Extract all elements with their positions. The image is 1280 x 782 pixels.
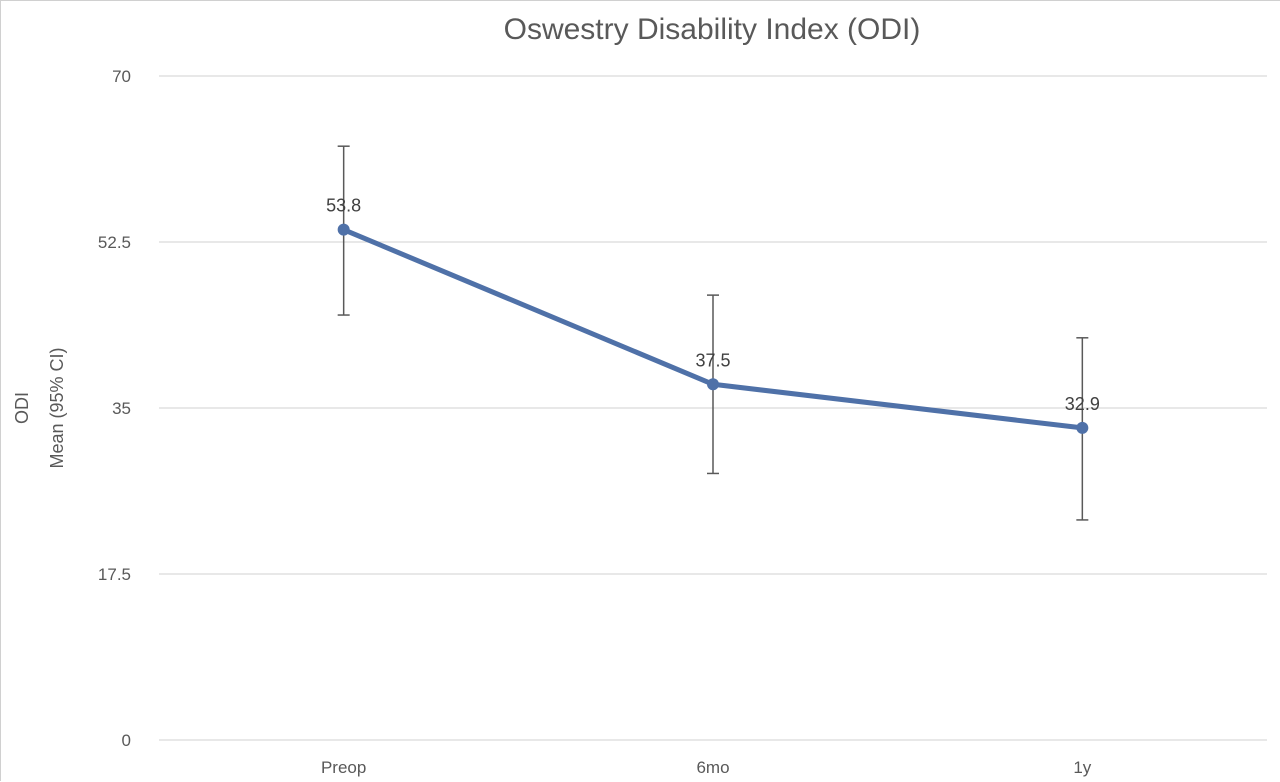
data-label: 37.5: [695, 350, 730, 370]
y-tick-label: 17.5: [98, 565, 131, 584]
y-axis-label-line-2: Mean (95% CI): [47, 347, 67, 468]
y-axis-label-line-1: ODI: [12, 392, 32, 424]
y-tick-label: 70: [112, 67, 131, 86]
chart-title: Oswestry Disability Index (ODI): [504, 13, 921, 46]
data-point: [337, 223, 350, 236]
y-tick-label: 52.5: [98, 233, 131, 252]
y-tick-label: 0: [122, 731, 131, 750]
data-label: 53.8: [326, 196, 361, 216]
x-tick-label: 1y: [1073, 758, 1091, 777]
data-point: [707, 378, 719, 391]
y-axis-ticks: 0 17.5 35 52.5 70: [98, 67, 131, 750]
x-tick-label: 6mo: [696, 758, 729, 777]
y-tick-label: 35: [112, 399, 131, 418]
data-point: [1076, 421, 1089, 434]
data-label: 32.9: [1065, 394, 1100, 414]
data-points: [337, 223, 1089, 434]
x-axis-ticks: Preop 6mo 1y: [321, 758, 1092, 777]
error-bars: [337, 145, 1089, 521]
x-tick-label: Preop: [321, 758, 366, 777]
data-labels: 53.8 37.5 32.9: [326, 196, 1100, 414]
